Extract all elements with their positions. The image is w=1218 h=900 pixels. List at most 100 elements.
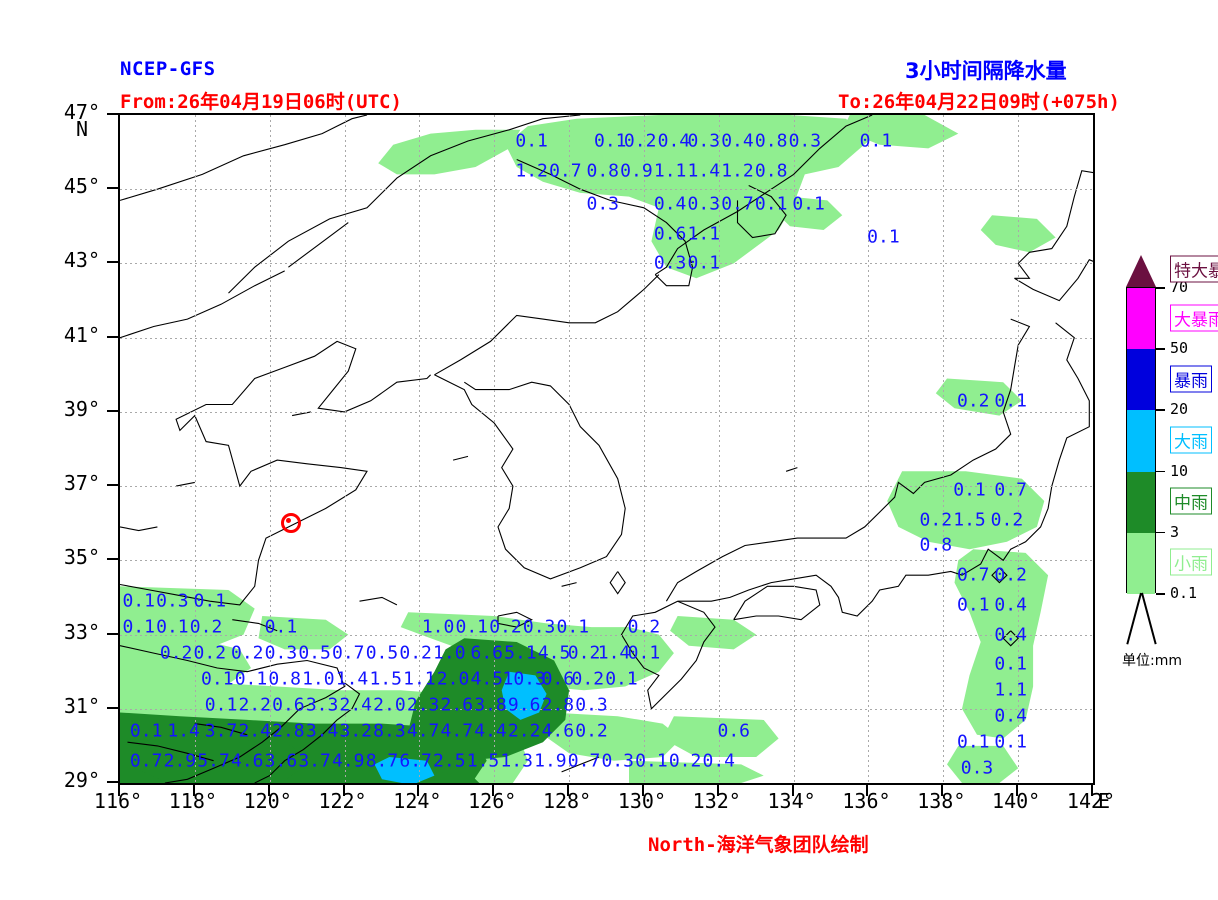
precipitation-value: 2.0	[436, 668, 470, 690]
coastline	[497, 611, 533, 628]
precipitation-value: 4.4	[474, 720, 507, 742]
precipitation-value: 0.1	[754, 193, 788, 215]
precipitation-value: 3.2	[339, 720, 373, 742]
precipitation-value: 0.1	[156, 616, 189, 638]
y-axis-tick-label: 29°	[63, 768, 100, 792]
coastline	[120, 645, 346, 783]
precipitation-region	[542, 712, 682, 761]
x-axis-tick	[267, 785, 270, 796]
precipitation-value: 0.1	[635, 750, 668, 772]
precipitation-value: 0.3	[522, 616, 556, 638]
coastline	[434, 274, 660, 376]
map-canvas: 0.1 0.1 0.2 0.4 0.3 0.4 0.8 0.3 0.1 1.2 0.7 0.8 0.9 1…	[120, 115, 1093, 783]
coastline	[194, 723, 248, 736]
y-axis-tick	[107, 706, 118, 709]
precipitation-value: 4.9	[332, 750, 365, 772]
precipitation-value: 0.7	[956, 564, 990, 586]
precipitation-value: 0.4	[994, 624, 1027, 646]
precipitation-value: 8.7	[365, 750, 399, 772]
precipitation-value: 0.1	[859, 130, 893, 152]
precipitation-value: 0.3	[264, 642, 298, 664]
precipitation-value: 0.1	[204, 694, 238, 716]
precipitation-value: 8.3	[373, 720, 406, 742]
precipitation-region	[662, 716, 779, 757]
colorbar-tick-label: 3	[1170, 522, 1180, 541]
precipitation-value: 2.3	[406, 694, 440, 716]
gridline-horizontal	[120, 634, 1093, 636]
colorbar-tick-label: 70	[1170, 278, 1189, 296]
x-axis-tick	[791, 785, 794, 796]
precipitation-value: 1.1	[653, 160, 687, 182]
precipitation-region	[501, 671, 547, 720]
colorbar-bottom-arrow-right	[1141, 592, 1157, 645]
x-axis-tick-label: 138°	[917, 789, 966, 813]
precipitation-value: 0.4	[994, 594, 1027, 616]
precipitation-value: 0.2	[489, 616, 522, 638]
precipitation-value: 0.4	[994, 705, 1027, 727]
y-axis-tick-label: 43°	[63, 248, 100, 273]
forecast-to-label: To:26年04月22日09时(+075h)	[838, 91, 1120, 113]
precipitation-value: 0.1	[867, 226, 900, 248]
colorbar-tick	[1156, 531, 1165, 534]
precipitation-region	[434, 771, 480, 783]
precipitation-value: 1.2	[515, 160, 548, 182]
y-axis-tick	[107, 781, 118, 783]
precipitation-value: 0.6	[717, 720, 750, 742]
precipitation-region	[629, 760, 764, 783]
gridline-vertical	[1018, 115, 1020, 783]
precipitation-value: 0.2	[627, 616, 661, 638]
station-marker[interactable]	[281, 513, 301, 533]
precipitation-value: 0.7	[721, 193, 754, 215]
precipitation-value: 5.1	[504, 642, 537, 664]
x-axis-tick-label: 136°	[842, 789, 891, 813]
y-axis-tick	[107, 261, 118, 264]
precipitation-value: 4.7	[406, 720, 440, 742]
model-label: NCEP-GFS	[120, 58, 216, 80]
x-axis-tick	[417, 785, 420, 796]
x-axis-tick	[641, 785, 644, 796]
precipitation-value: 0.8	[268, 668, 301, 690]
precipitation-region	[658, 115, 697, 130]
precipitation-value: 0.2	[230, 642, 264, 664]
precipitation-value: 1.5	[369, 668, 402, 690]
x-axis-tick	[1016, 785, 1019, 796]
precipitation-region	[670, 616, 757, 650]
colorbar: 70 50 20 10 3 0.1 特大暴雨大暴雨暴雨大雨中雨小雨	[1126, 255, 1218, 645]
y-axis-tick	[107, 632, 118, 635]
precipitation-value: 0.8	[919, 534, 953, 556]
y-axis-tick-label: 33°	[63, 619, 100, 644]
y-axis-tick-label: 35°	[63, 545, 100, 570]
precipitation-value: 0.7	[567, 750, 601, 772]
x-axis-tick	[492, 785, 495, 796]
precipitation-value: 9.6	[507, 694, 541, 716]
x-axis-tick-label: 130°	[617, 789, 666, 813]
y-axis-tick	[107, 484, 118, 487]
colorbar-tick	[1156, 409, 1165, 411]
x-axis-tick-label: 134°	[767, 789, 816, 813]
precipitation-value: 0.1	[129, 720, 163, 742]
y-axis-tick	[107, 409, 118, 412]
precipitation-region	[774, 196, 843, 230]
precipitation-value: 0.4	[721, 130, 754, 152]
gridline-vertical	[868, 115, 870, 783]
coastline	[359, 596, 398, 606]
precipitation-value: 4.6	[541, 720, 575, 742]
precipitation-value: 0.1	[792, 193, 825, 215]
precipitation-value: 0.1	[953, 479, 986, 501]
precipitation-value: 2.8	[541, 694, 575, 716]
precipitation-value: 3.8	[474, 694, 507, 716]
gridline-vertical	[344, 115, 346, 783]
precipitation-value: 0.4	[653, 193, 687, 215]
colorbar-category-label: 中雨	[1170, 487, 1212, 515]
precipitation-value: 1.4	[597, 642, 631, 664]
coastline	[228, 115, 581, 294]
colorbar-bottom-arrow-left	[1126, 592, 1142, 645]
gridline-horizontal	[120, 337, 1093, 339]
precipitation-region	[887, 471, 1045, 550]
coastline	[288, 222, 349, 268]
colorbar-segment	[1127, 471, 1155, 533]
precipitation-value: 0.2	[668, 750, 702, 772]
gridline-horizontal	[120, 560, 1093, 562]
precipitation-map[interactable]: 0.1 0.1 0.2 0.4 0.3 0.4 0.8 0.3 0.1 1.2 0.7 0.8 0.9 1…	[118, 113, 1095, 785]
precipitation-region	[378, 129, 521, 175]
